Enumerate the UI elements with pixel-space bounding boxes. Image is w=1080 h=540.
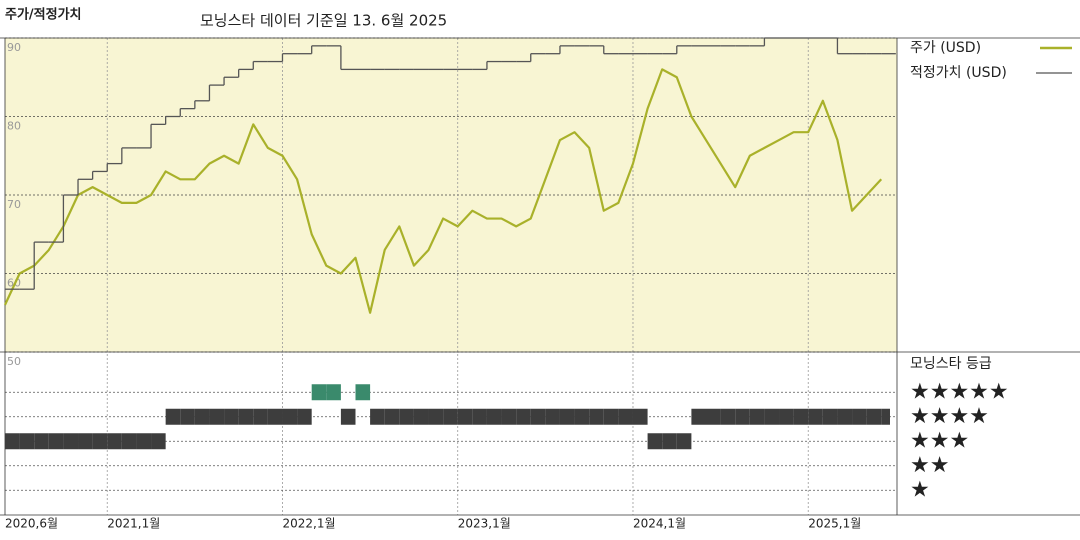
rating-bar	[676, 433, 692, 450]
y-tick-label: 70	[7, 198, 21, 211]
chart-title: 주가/적정가치	[5, 7, 82, 23]
x-tick-label: 2021,1월	[107, 517, 160, 531]
rating-label: ★★	[910, 453, 949, 478]
rating-bar	[530, 408, 546, 425]
rating-bar	[136, 433, 152, 450]
price-line	[4, 68, 883, 314]
rating-label: ★★★★	[910, 404, 989, 429]
rating-bar	[443, 408, 458, 425]
rating-bar	[253, 408, 268, 425]
rating-bar	[574, 408, 590, 425]
rating-bar	[282, 408, 298, 425]
rating-bar	[618, 408, 633, 425]
rating-bar	[647, 433, 663, 450]
rating-bar	[559, 408, 575, 425]
rating-bar	[63, 433, 79, 450]
y-tick-label: 50	[7, 355, 21, 368]
rating-bar	[779, 408, 794, 425]
rating-bar	[793, 408, 809, 425]
y-tick-label: 90	[7, 41, 21, 54]
rating-bar	[837, 408, 853, 425]
rating-bar	[603, 408, 619, 425]
rating-bar	[720, 408, 736, 425]
x-tick-label: 2024,1월	[633, 517, 686, 531]
rating-bar	[866, 408, 882, 425]
rating-bar	[121, 433, 137, 450]
rating-bar	[267, 408, 283, 425]
rating-bar	[48, 433, 64, 450]
rating-bar	[852, 408, 867, 425]
rating-bar	[165, 408, 181, 425]
rating-label: ★★★	[910, 428, 969, 453]
rating-bar	[326, 384, 341, 401]
rating-bar	[224, 408, 239, 425]
rating-bar	[238, 408, 254, 425]
rating-bar	[209, 408, 225, 425]
rating-bar	[501, 408, 517, 425]
x-tick-label: 2023,1월	[458, 517, 511, 531]
rating-bar	[399, 408, 414, 425]
rating-bar	[92, 433, 108, 450]
rating-bar	[34, 433, 49, 450]
rating-bar	[428, 408, 444, 425]
rating-bar	[662, 433, 677, 450]
rating-bar	[735, 408, 750, 425]
rating-bar	[632, 408, 648, 425]
rating-bar	[486, 408, 502, 425]
x-tick-label: 2025,1월	[808, 517, 861, 531]
rating-bar	[311, 384, 327, 401]
legend-label: 적정가치 (USD)	[910, 65, 1007, 81]
rating-bar	[384, 408, 400, 425]
rating-bar	[764, 408, 780, 425]
rating-bar	[457, 408, 473, 425]
legend-label: 주가 (USD)	[910, 40, 981, 56]
rating-label: ★★★★★	[910, 379, 1009, 404]
rating-bar	[180, 408, 195, 425]
rating-bar	[589, 408, 604, 425]
rating-bar	[881, 408, 890, 425]
rating-bar	[107, 433, 122, 450]
rating-bar	[78, 433, 93, 450]
x-tick-label: 2022,1월	[282, 517, 335, 531]
rating-bar	[808, 408, 823, 425]
rating-bar	[749, 408, 765, 425]
rating-bar	[706, 408, 721, 425]
rating-bar	[545, 408, 560, 425]
rating-bar	[194, 408, 210, 425]
rating-bar	[413, 408, 429, 425]
rating-bar	[5, 433, 20, 450]
rating-bar	[516, 408, 531, 425]
y-tick-label: 80	[7, 120, 21, 133]
rating-bar	[340, 408, 356, 425]
rating-bar	[19, 433, 35, 450]
chart-subtitle: 모닝스타 데이터 기준일 13. 6월 2025	[200, 12, 447, 30]
rating-title: 모닝스타 등급	[910, 356, 992, 372]
rating-bar	[822, 408, 838, 425]
rating-bar	[151, 433, 166, 450]
rating-bar	[355, 384, 371, 401]
rating-bar	[370, 408, 385, 425]
rating-bar	[297, 408, 312, 425]
rating-bar	[691, 408, 706, 425]
rating-bar	[472, 408, 487, 425]
x-tick-label: 2020,6월	[5, 517, 58, 531]
rating-label: ★	[910, 477, 930, 502]
